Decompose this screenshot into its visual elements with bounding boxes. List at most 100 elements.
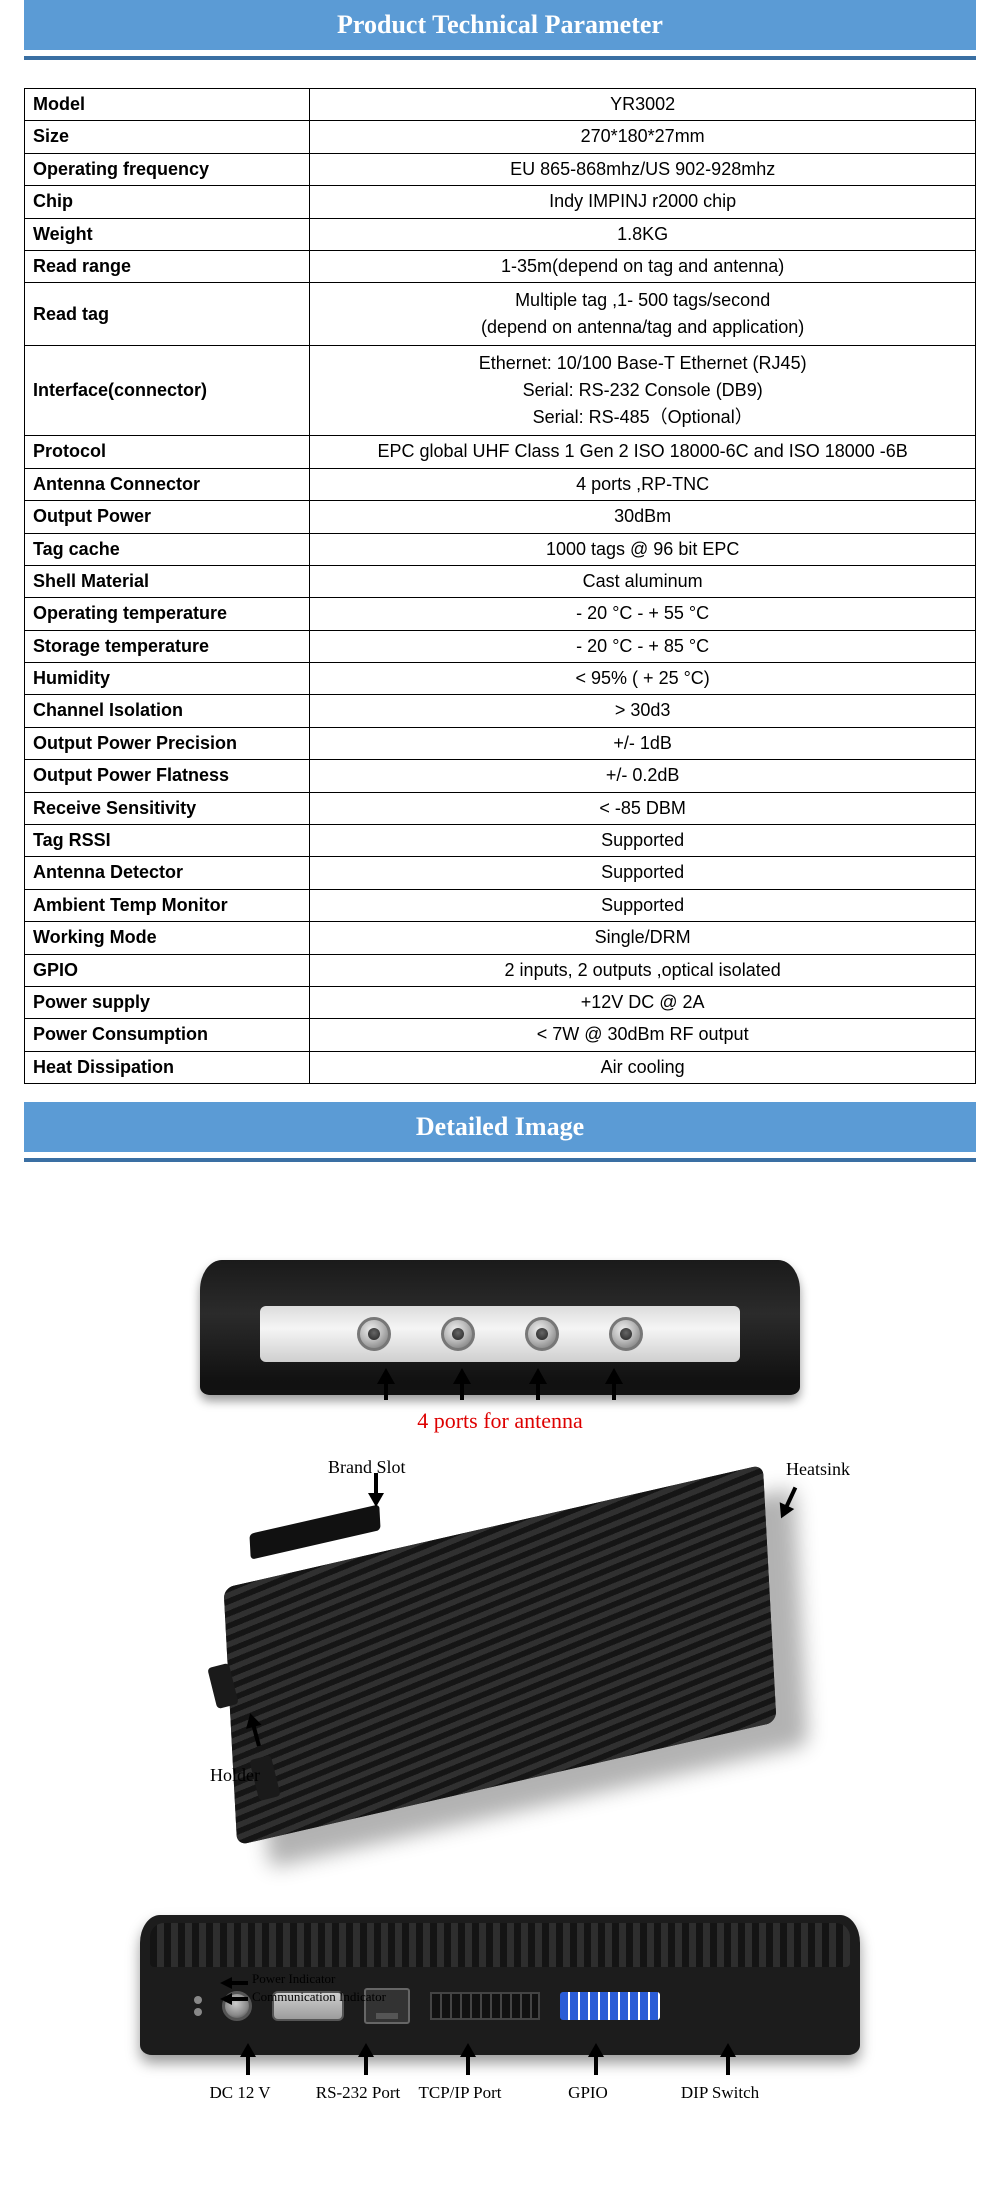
arrow-up-icon bbox=[529, 1368, 547, 1384]
spec-key: Size bbox=[25, 121, 310, 153]
table-row: ModelYR3002 bbox=[25, 89, 976, 121]
spec-value: Supported bbox=[310, 825, 976, 857]
table-row: Shell MaterialCast aluminum bbox=[25, 565, 976, 597]
spec-value: Supported bbox=[310, 889, 976, 921]
spec-value: Supported bbox=[310, 857, 976, 889]
spec-value: 1000 tags @ 96 bit EPC bbox=[310, 533, 976, 565]
spec-key: Operating frequency bbox=[25, 153, 310, 185]
table-row: GPIO2 inputs, 2 outputs ,optical isolate… bbox=[25, 954, 976, 986]
label-heatsink: Heatsink bbox=[786, 1459, 850, 1480]
spec-key: Interface(connector) bbox=[25, 346, 310, 436]
spec-value: 1-35m(depend on tag and antenna) bbox=[310, 250, 976, 282]
spec-key: Weight bbox=[25, 218, 310, 250]
table-row: Output Power30dBm bbox=[25, 501, 976, 533]
gpio-port-icon bbox=[430, 1992, 540, 2020]
spec-table: ModelYR3002Size270*180*27mmOperating fre… bbox=[24, 88, 976, 1084]
table-row: Operating frequencyEU 865-868mhz/US 902-… bbox=[25, 153, 976, 185]
antenna-port-icon bbox=[609, 1317, 643, 1351]
spec-value: Multiple tag ,1- 500 tags/second(depend … bbox=[310, 283, 976, 346]
arrow-up-icon bbox=[377, 1368, 395, 1384]
spec-key: Humidity bbox=[25, 663, 310, 695]
spec-value: Cast aluminum bbox=[310, 565, 976, 597]
label-dc12v: DC 12 V bbox=[209, 2083, 270, 2103]
spec-value: EU 865-868mhz/US 902-928mhz bbox=[310, 153, 976, 185]
section-header-images: Detailed Image bbox=[24, 1102, 976, 1152]
table-row: Power Consumption< 7W @ 30dBm RF output bbox=[25, 1019, 976, 1051]
spec-value: 270*180*27mm bbox=[310, 121, 976, 153]
spec-key: Protocol bbox=[25, 436, 310, 468]
table-row: Tag cache1000 tags @ 96 bit EPC bbox=[25, 533, 976, 565]
spec-key: Tag RSSI bbox=[25, 825, 310, 857]
arrow-up-icon bbox=[453, 1368, 471, 1384]
spec-key: Operating temperature bbox=[25, 598, 310, 630]
section-header-spec: Product Technical Parameter bbox=[24, 0, 976, 50]
table-row: Channel Isolation> 30d3 bbox=[25, 695, 976, 727]
spec-value: Single/DRM bbox=[310, 922, 976, 954]
spec-key: Power Consumption bbox=[25, 1019, 310, 1051]
dip-switch-icon bbox=[560, 1992, 660, 2020]
front-caption: 4 ports for antenna bbox=[200, 1408, 800, 1434]
spec-key: Output Power bbox=[25, 501, 310, 533]
label-tcpip: TCP/IP Port bbox=[419, 2083, 502, 2103]
spec-key: Model bbox=[25, 89, 310, 121]
arrow-down-icon bbox=[368, 1493, 384, 1507]
spec-key: GPIO bbox=[25, 954, 310, 986]
led-icon bbox=[194, 2008, 202, 2016]
table-row: Receive Sensitivity< -85 DBM bbox=[25, 792, 976, 824]
arrow-up-icon bbox=[720, 2043, 736, 2057]
table-row: Storage temperature- 20 °C - + 85 °C bbox=[25, 630, 976, 662]
label-brand-slot: Brand Slot bbox=[328, 1457, 406, 1478]
spec-value: Air cooling bbox=[310, 1051, 976, 1083]
table-row: Output Power Precision+/- 1dB bbox=[25, 727, 976, 759]
table-row: Power supply+12V DC @ 2A bbox=[25, 986, 976, 1018]
table-row: Weight1.8KG bbox=[25, 218, 976, 250]
product-image-iso: Brand Slot Heatsink Holder bbox=[150, 1465, 850, 1845]
spec-key: Output Power Flatness bbox=[25, 760, 310, 792]
spec-value: - 20 °C - + 85 °C bbox=[310, 630, 976, 662]
arrow-left-icon bbox=[220, 1993, 232, 2005]
label-holder: Holder bbox=[210, 1765, 260, 1786]
label-power-indicator: Power Indicator bbox=[252, 1971, 335, 1987]
table-row: Ambient Temp MonitorSupported bbox=[25, 889, 976, 921]
banner-underline-2 bbox=[24, 1158, 976, 1162]
arrow-up-icon bbox=[588, 2043, 604, 2057]
banner-underline bbox=[24, 56, 976, 60]
table-row: Read range1-35m(depend on tag and antenn… bbox=[25, 250, 976, 282]
spec-value: 30dBm bbox=[310, 501, 976, 533]
spec-value: YR3002 bbox=[310, 89, 976, 121]
spec-value: Ethernet: 10/100 Base-T Ethernet (RJ45)S… bbox=[310, 346, 976, 436]
table-row: Size270*180*27mm bbox=[25, 121, 976, 153]
spec-value: +/- 0.2dB bbox=[310, 760, 976, 792]
table-row: ChipIndy IMPINJ r2000 chip bbox=[25, 186, 976, 218]
arrow-left-icon bbox=[220, 1977, 232, 1989]
label-gpio: GPIO bbox=[568, 2083, 608, 2103]
label-dip-switch: DIP Switch bbox=[681, 2083, 759, 2103]
spec-value: 2 inputs, 2 outputs ,optical isolated bbox=[310, 954, 976, 986]
table-row: Output Power Flatness+/- 0.2dB bbox=[25, 760, 976, 792]
antenna-port-icon bbox=[525, 1317, 559, 1351]
product-image-front: 4 ports for antenna bbox=[200, 1260, 800, 1395]
spec-key: Working Mode bbox=[25, 922, 310, 954]
spec-key: Heat Dissipation bbox=[25, 1051, 310, 1083]
spec-key: Power supply bbox=[25, 986, 310, 1018]
spec-key: Shell Material bbox=[25, 565, 310, 597]
spec-value: < 7W @ 30dBm RF output bbox=[310, 1019, 976, 1051]
spec-key: Ambient Temp Monitor bbox=[25, 889, 310, 921]
spec-value: Indy IMPINJ r2000 chip bbox=[310, 186, 976, 218]
table-row: Antenna DetectorSupported bbox=[25, 857, 976, 889]
table-row: Humidity< 95% ( + 25 °C) bbox=[25, 663, 976, 695]
label-comm-indicator: Communication Indicator bbox=[252, 1989, 386, 2005]
table-row: ProtocolEPC global UHF Class 1 Gen 2 ISO… bbox=[25, 436, 976, 468]
table-row: Tag RSSISupported bbox=[25, 825, 976, 857]
table-row: Antenna Connector4 ports ,RP-TNC bbox=[25, 468, 976, 500]
indicator-leds bbox=[194, 1996, 202, 2016]
spec-key: Antenna Detector bbox=[25, 857, 310, 889]
spec-key: Antenna Connector bbox=[25, 468, 310, 500]
arrow-up-icon bbox=[460, 2043, 476, 2057]
spec-value: +12V DC @ 2A bbox=[310, 986, 976, 1018]
spec-key: Chip bbox=[25, 186, 310, 218]
spec-value: - 20 °C - + 55 °C bbox=[310, 598, 976, 630]
brand-slot-icon bbox=[249, 1504, 380, 1559]
spec-key: Channel Isolation bbox=[25, 695, 310, 727]
table-row: Interface(connector)Ethernet: 10/100 Bas… bbox=[25, 346, 976, 436]
